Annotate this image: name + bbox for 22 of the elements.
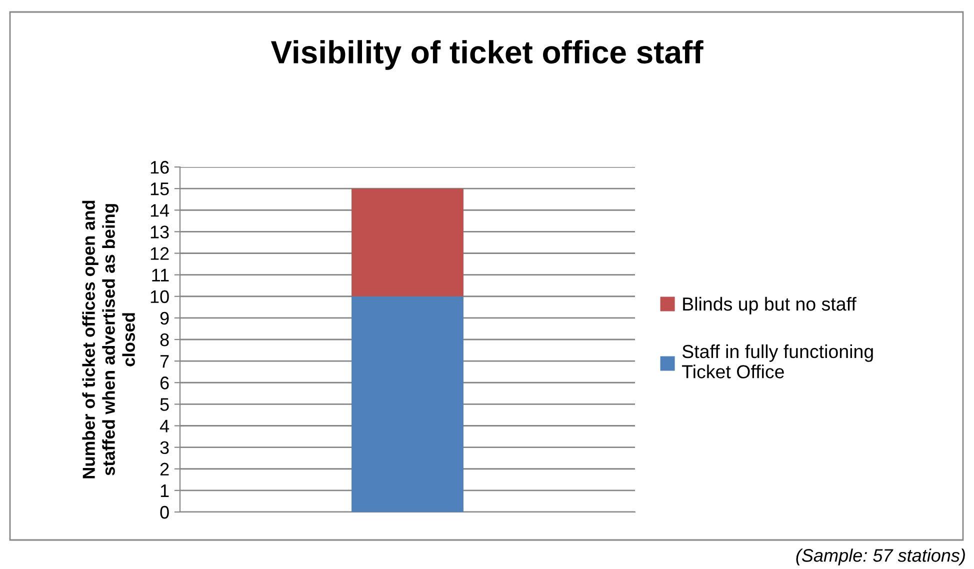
y-tick-label: 1 [160, 484, 169, 497]
y-tick-label: 2 [160, 462, 169, 476]
y-tick-label: 9 [160, 312, 169, 325]
y-tick-label: 4 [160, 420, 170, 432]
text: (Sample: 57 stations) [796, 548, 965, 566]
y-tick-label: 12 [150, 247, 169, 260]
y-tick-label: 13 [150, 226, 169, 238]
chart-title: Visibility of ticket office staff [270, 40, 704, 70]
y-tick-label: 10 [150, 290, 169, 304]
y-axis-title: Number of ticket offices open and staffed when advertised as being closed [82, 200, 135, 478]
y-tick-label: 6 [160, 376, 169, 390]
y-tick-label: 8 [160, 333, 169, 346]
y-tick-label: 5 [160, 398, 169, 411]
y-tick-label: 3 [160, 441, 169, 454]
y-tick-label: 7 [160, 355, 169, 368]
y-tick-label: 0 [160, 506, 169, 519]
y-tick-label: 14 [150, 204, 170, 217]
y-tick-label: 16 [150, 160, 169, 174]
legend-label: Blinds up but no staff [683, 296, 856, 314]
y-tick-label: 11 [152, 268, 169, 282]
y-tick-label: 15 [150, 182, 169, 196]
legend-label: Staff in fully functioning Ticket Office [682, 344, 873, 378]
